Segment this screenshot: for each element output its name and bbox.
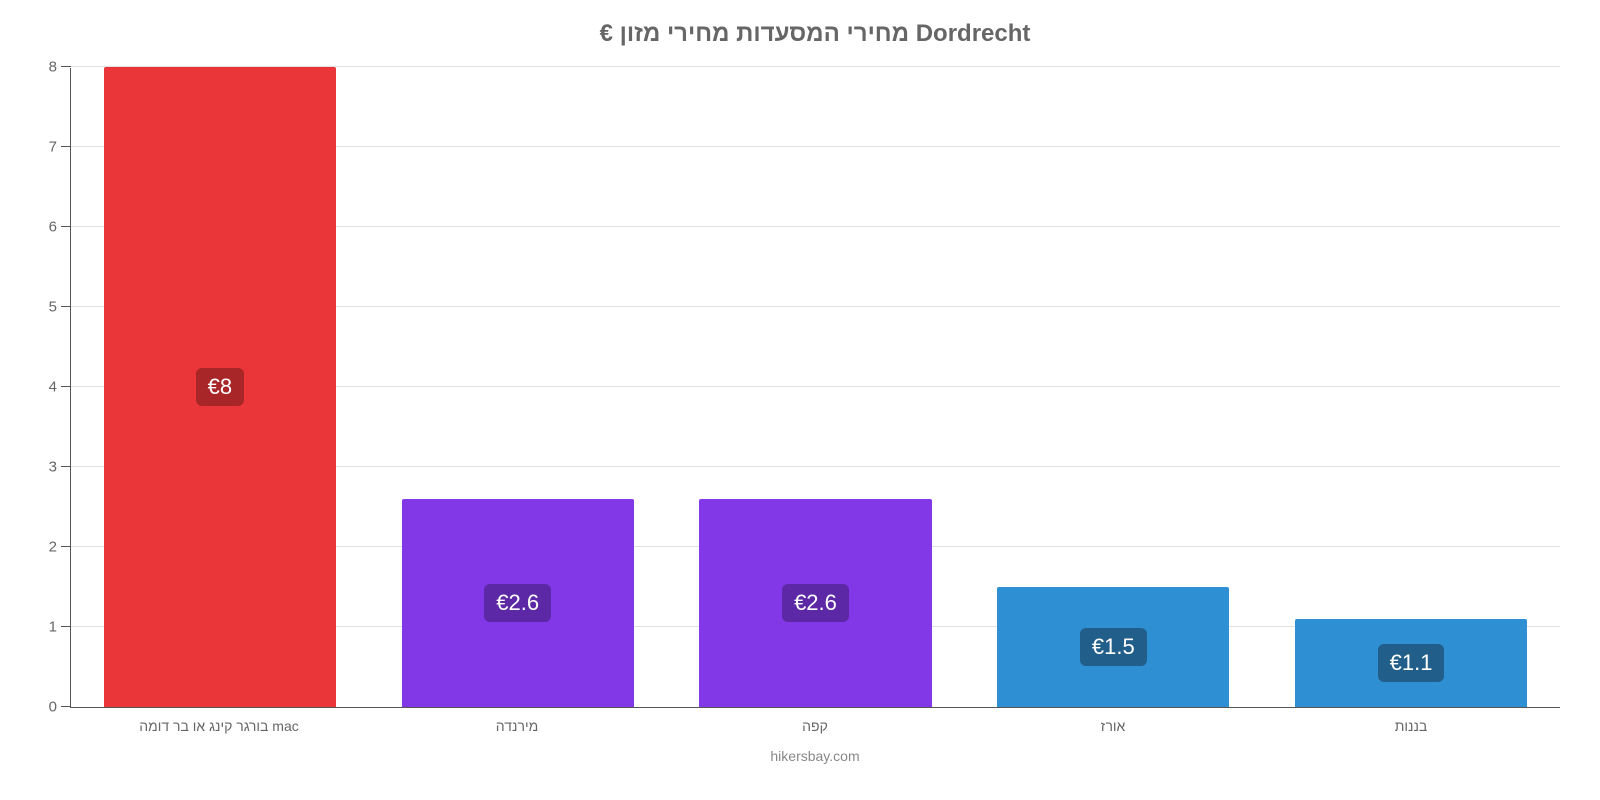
y-axis-label: 1: [49, 619, 71, 636]
bar: €2.6: [699, 499, 931, 707]
y-axis-label: 3: [49, 459, 71, 476]
bar-value-label: €2.6: [484, 584, 551, 622]
bars-container: €8 €2.6 €2.6 €1.5 €1.1: [71, 68, 1560, 707]
x-axis-labels: בורגר קינג או בר דומה macמירנדהקפהאורזבנ…: [70, 718, 1560, 734]
chart-footer: hikersbay.com: [70, 748, 1560, 764]
y-axis-label: 6: [49, 219, 71, 236]
y-axis-label: 8: [49, 59, 71, 76]
bar-value-label: €2.6: [782, 584, 849, 622]
bar-slot: €2.6: [667, 68, 965, 707]
y-axis-label: 0: [49, 699, 71, 716]
y-axis-label: 4: [49, 379, 71, 396]
x-axis-label: בננות: [1262, 718, 1560, 734]
x-axis-label: קפה: [666, 718, 964, 734]
bar: €1.1: [1295, 619, 1527, 707]
y-axis-label: 5: [49, 299, 71, 316]
x-axis-label: מירנדה: [368, 718, 666, 734]
bar: €1.5: [997, 587, 1229, 707]
x-axis-label: אורז: [964, 718, 1262, 734]
bar-slot: €1.1: [1262, 68, 1560, 707]
bar: €8: [104, 67, 336, 707]
bar-value-label: €1.5: [1080, 628, 1147, 666]
bar: €2.6: [402, 499, 634, 707]
bar-value-label: €1.1: [1378, 644, 1445, 682]
bar-slot: €1.5: [964, 68, 1262, 707]
y-axis-label: 2: [49, 539, 71, 556]
y-axis-label: 7: [49, 139, 71, 156]
plot-area: €8€2.6€2.6€1.5€1.1 012345678: [70, 68, 1560, 708]
price-chart: € מחירי המסעדות מחירי מזון Dordrecht €8€…: [0, 0, 1600, 800]
bar-slot: €8: [71, 68, 369, 707]
bar-slot: €2.6: [369, 68, 667, 707]
x-axis-label: בורגר קינג או בר דומה mac: [70, 718, 368, 734]
chart-title: € מחירי המסעדות מחירי מזון Dordrecht: [70, 20, 1560, 48]
bar-value-label: €8: [196, 368, 244, 406]
